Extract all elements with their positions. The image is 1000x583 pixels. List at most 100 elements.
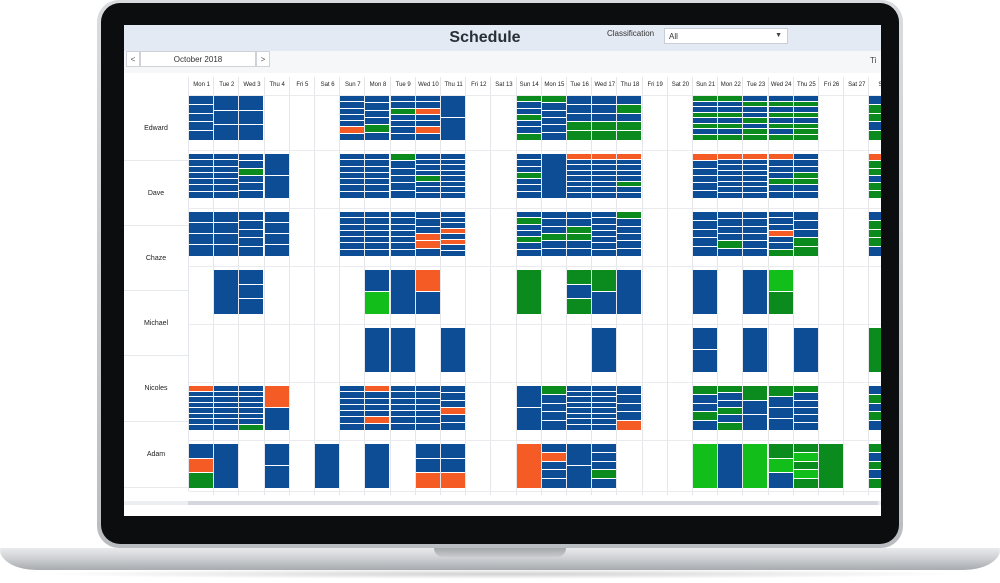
shift-block[interactable] [516,212,541,256]
shift-segment[interactable] [718,170,743,175]
shift-segment[interactable] [541,234,566,241]
shift-block[interactable] [441,444,465,488]
shift-block[interactable] [189,154,213,198]
shift-segment[interactable] [743,234,768,241]
shift-block[interactable] [239,154,264,198]
shift-segment[interactable] [390,133,415,140]
shift-segment[interactable] [793,247,818,256]
shift-segment[interactable] [390,176,415,183]
shift-block[interactable] [693,444,717,488]
shift-segment[interactable] [793,452,818,461]
shift-segment[interactable] [567,419,591,424]
shift-block[interactable] [592,328,617,372]
shift-segment[interactable] [793,461,818,470]
shift-block[interactable] [617,212,642,256]
shift-segment[interactable] [415,458,440,473]
shift-segment[interactable] [264,245,289,256]
shift-segment[interactable] [592,397,617,402]
shift-block[interactable] [793,154,818,198]
shift-segment[interactable] [617,219,642,226]
shift-segment[interactable] [567,154,591,159]
shift-segment[interactable] [592,104,617,113]
shift-block[interactable] [768,270,793,314]
shift-segment[interactable] [718,165,743,170]
shift-segment[interactable] [340,398,365,404]
shift-segment[interactable] [189,397,213,402]
shift-block[interactable] [415,444,440,488]
shift-segment[interactable] [214,191,239,198]
shift-segment[interactable] [390,230,415,237]
shift-segment[interactable] [390,328,415,372]
shift-segment[interactable] [390,183,415,190]
shift-segment[interactable] [340,224,365,230]
shift-segment[interactable] [340,230,365,237]
shift-segment[interactable] [189,413,213,418]
shift-block[interactable] [743,212,768,256]
shift-segment[interactable] [415,219,440,226]
shift-segment[interactable] [214,125,239,140]
shift-segment[interactable] [793,172,818,179]
shift-block[interactable] [743,386,768,430]
shift-segment[interactable] [567,444,591,465]
shift-block[interactable] [743,328,768,372]
shift-segment[interactable] [567,131,591,140]
shift-segment[interactable] [214,154,239,160]
shift-segment[interactable] [793,185,818,191]
shift-block[interactable] [441,328,465,372]
shift-segment[interactable] [365,160,390,166]
shift-segment[interactable] [567,96,591,104]
shift-segment[interactable] [693,412,717,421]
shift-block[interactable] [592,96,617,140]
shift-segment[interactable] [567,248,591,256]
shift-segment[interactable] [617,234,642,241]
shift-block[interactable] [214,444,239,488]
shift-segment[interactable] [793,400,818,407]
shift-segment[interactable] [189,245,213,256]
shift-segment[interactable] [516,243,541,249]
shift-segment[interactable] [264,212,289,222]
shift-segment[interactable] [415,411,440,417]
shift-segment[interactable] [390,417,415,423]
shift-block[interactable] [869,328,881,372]
shift-segment[interactable] [743,170,768,175]
shift-segment[interactable] [718,415,743,422]
shift-block[interactable] [516,154,541,198]
shift-segment[interactable] [617,226,642,233]
shift-segment[interactable] [390,168,415,175]
shift-segment[interactable] [415,127,440,133]
shift-segment[interactable] [693,107,717,112]
shift-segment[interactable] [214,245,239,256]
shift-segment[interactable] [869,183,881,190]
shift-segment[interactable] [441,176,465,181]
shift-segment[interactable] [415,102,440,108]
shift-segment[interactable] [768,270,793,291]
shift-segment[interactable] [441,415,465,422]
shift-block[interactable] [340,154,365,198]
shift-segment[interactable] [239,176,264,183]
shift-segment[interactable] [567,402,591,407]
shift-segment[interactable] [390,404,415,411]
shift-segment[interactable] [693,176,717,183]
shift-segment[interactable] [592,419,617,424]
shift-block[interactable] [189,96,213,140]
shift-segment[interactable] [340,127,365,133]
shift-segment[interactable] [768,96,793,101]
shift-segment[interactable] [541,125,566,132]
shift-segment[interactable] [869,131,881,140]
shift-segment[interactable] [617,412,642,421]
shift-segment[interactable] [541,132,566,140]
shift-segment[interactable] [541,154,566,198]
shift-segment[interactable] [567,391,591,396]
shift-segment[interactable] [869,220,881,229]
shift-block[interactable] [541,386,566,430]
shift-segment[interactable] [264,444,289,465]
shift-segment[interactable] [718,386,743,393]
shift-block[interactable] [264,154,289,198]
shift-segment[interactable] [441,234,465,239]
shift-segment[interactable] [869,461,881,470]
shift-segment[interactable] [768,134,793,140]
shift-segment[interactable] [768,224,793,230]
shift-segment[interactable] [189,179,213,185]
shift-segment[interactable] [869,421,881,430]
shift-block[interactable] [441,212,465,256]
